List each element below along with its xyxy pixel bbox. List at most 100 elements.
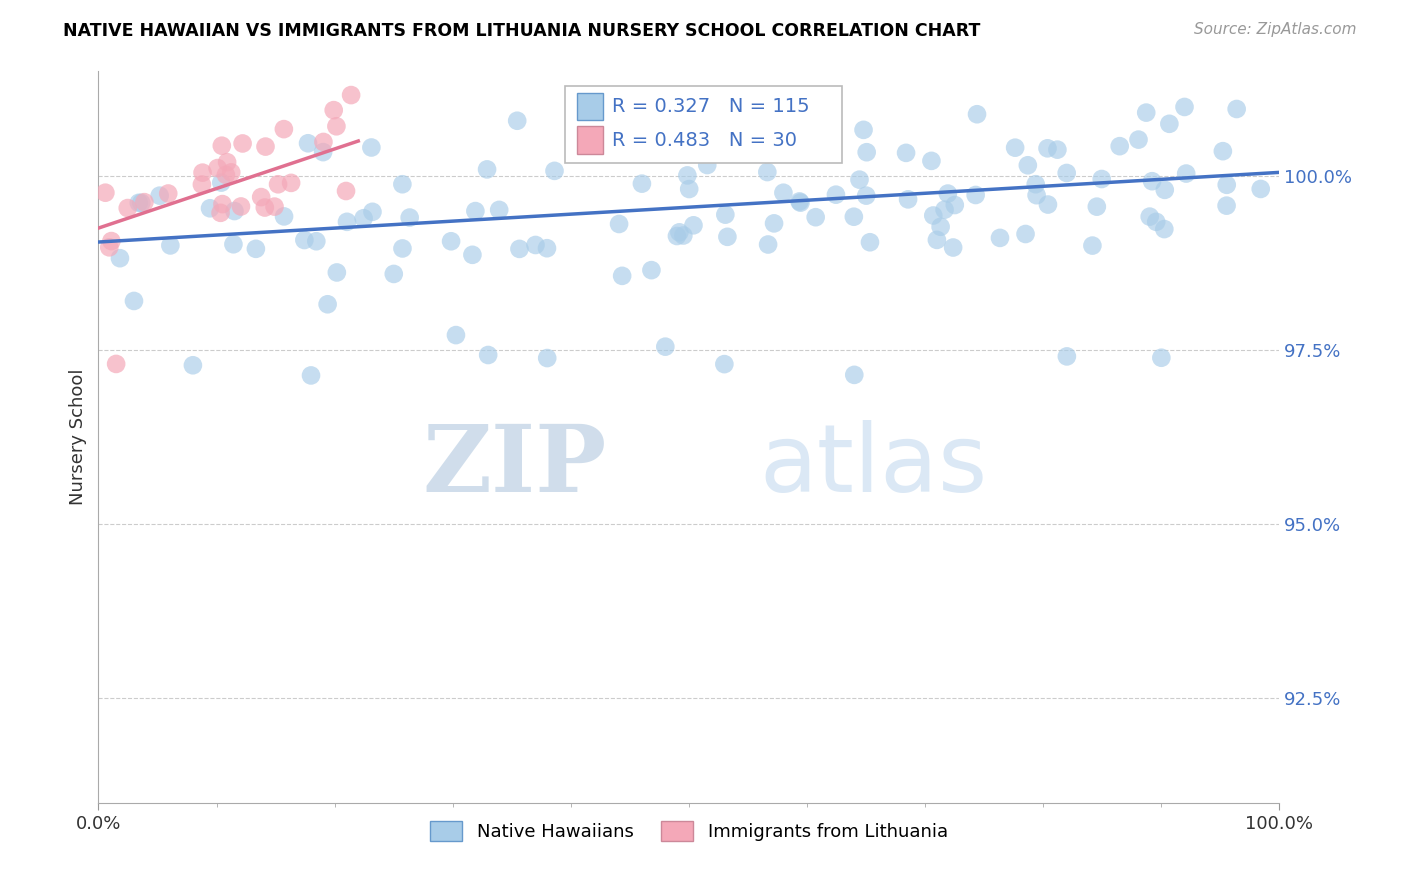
Y-axis label: Nursery School: Nursery School — [69, 368, 87, 506]
Point — [159, 238, 181, 252]
Point — [181, 358, 204, 372]
Point — [98, 240, 121, 254]
Point — [506, 113, 529, 128]
Point — [536, 241, 558, 255]
Text: ZIP: ZIP — [422, 421, 606, 511]
Point — [316, 297, 339, 311]
Point — [1153, 183, 1175, 197]
Point — [1153, 222, 1175, 236]
Point — [1046, 143, 1069, 157]
Point — [988, 231, 1011, 245]
Point — [672, 228, 695, 243]
Point — [122, 293, 145, 308]
Point — [149, 188, 172, 202]
Point — [709, 98, 731, 112]
Point — [273, 210, 295, 224]
Point — [696, 158, 718, 172]
Point — [461, 248, 484, 262]
Point — [217, 155, 239, 169]
Point — [117, 201, 139, 215]
Point — [1091, 172, 1114, 186]
Point — [714, 208, 737, 222]
Point — [631, 177, 654, 191]
Point — [536, 351, 558, 365]
Text: Source: ZipAtlas.com: Source: ZipAtlas.com — [1194, 22, 1357, 37]
Point — [668, 225, 690, 239]
Point — [157, 186, 180, 201]
Point — [756, 237, 779, 252]
Point — [610, 268, 633, 283]
Point — [477, 348, 499, 362]
Point — [922, 209, 945, 223]
Point — [682, 219, 704, 233]
Point — [440, 234, 463, 248]
Point — [1139, 210, 1161, 224]
Legend: Native Hawaiians, Immigrants from Lithuania: Native Hawaiians, Immigrants from Lithua… — [423, 814, 955, 848]
Point — [108, 251, 131, 265]
Point — [844, 368, 866, 382]
Point — [245, 242, 267, 256]
Point — [353, 211, 375, 226]
Point — [936, 186, 959, 201]
Point — [852, 123, 875, 137]
Point — [678, 182, 700, 196]
Point — [842, 210, 865, 224]
Point — [336, 215, 359, 229]
Point — [322, 103, 344, 117]
Point — [508, 242, 530, 256]
Point — [1215, 178, 1237, 192]
Point — [848, 172, 870, 186]
Point — [444, 328, 467, 343]
Point — [654, 340, 676, 354]
Point — [391, 242, 413, 256]
Point — [134, 195, 156, 210]
Point — [965, 188, 987, 202]
Point — [920, 153, 942, 168]
Point — [1004, 141, 1026, 155]
Point — [1144, 215, 1167, 229]
Point — [1173, 100, 1195, 114]
Point — [209, 206, 232, 220]
Point — [94, 186, 117, 200]
Point — [855, 188, 877, 202]
Point — [254, 139, 277, 153]
Point — [859, 235, 882, 250]
Point — [1159, 117, 1181, 131]
Point — [1140, 174, 1163, 188]
Point — [335, 184, 357, 198]
Point — [267, 178, 290, 192]
Point — [211, 197, 233, 211]
Point — [1036, 141, 1059, 155]
Bar — [576, 93, 603, 120]
Point — [942, 240, 965, 254]
Point — [1128, 133, 1150, 147]
Point — [128, 195, 150, 210]
Point — [250, 190, 273, 204]
Point — [211, 138, 233, 153]
Point — [713, 357, 735, 371]
Point — [543, 164, 565, 178]
Point — [1017, 158, 1039, 172]
Point — [640, 263, 662, 277]
Point — [1250, 182, 1272, 196]
Point — [360, 140, 382, 154]
Point — [273, 122, 295, 136]
Point — [464, 204, 486, 219]
Point — [398, 211, 420, 225]
Point — [361, 204, 384, 219]
Point — [1056, 166, 1078, 180]
Point — [326, 265, 349, 279]
Point — [1014, 227, 1036, 241]
Point — [1175, 167, 1198, 181]
Point — [209, 176, 232, 190]
Point — [825, 187, 848, 202]
Point — [229, 199, 252, 213]
Point — [325, 120, 347, 134]
Point — [297, 136, 319, 151]
Point — [1025, 188, 1047, 202]
Point — [207, 161, 229, 175]
Point — [665, 229, 688, 244]
Point — [966, 107, 988, 121]
Point — [1025, 178, 1047, 192]
Point — [1036, 197, 1059, 211]
